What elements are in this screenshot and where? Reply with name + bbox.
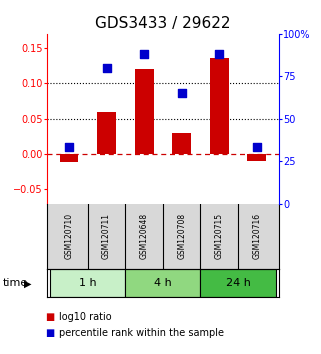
Bar [135, 69, 153, 154]
Bar [200, 269, 275, 297]
Bar [60, 154, 78, 162]
Text: log10 ratio: log10 ratio [59, 312, 112, 322]
Point [142, 51, 147, 57]
Bar [172, 133, 191, 154]
Text: time: time [3, 278, 29, 288]
Text: ■: ■ [45, 312, 54, 322]
Text: GSM120716: GSM120716 [252, 213, 261, 259]
Text: 1 h: 1 h [79, 278, 97, 288]
Point [179, 90, 184, 96]
Bar [210, 58, 229, 154]
Text: GSM120711: GSM120711 [102, 213, 111, 259]
Bar [247, 154, 266, 161]
Text: ■: ■ [45, 329, 54, 338]
Point [66, 145, 72, 150]
Text: 24 h: 24 h [226, 278, 250, 288]
Bar [50, 269, 126, 297]
Title: GDS3433 / 29622: GDS3433 / 29622 [95, 16, 231, 31]
Point [254, 145, 259, 150]
Text: 4 h: 4 h [154, 278, 172, 288]
Text: GSM120710: GSM120710 [65, 213, 74, 259]
Text: ▶: ▶ [23, 279, 31, 289]
Text: GSM120708: GSM120708 [177, 213, 186, 259]
Text: percentile rank within the sample: percentile rank within the sample [59, 329, 224, 338]
Text: GSM120715: GSM120715 [215, 213, 224, 259]
Point [217, 51, 222, 57]
Point [104, 65, 109, 70]
Text: GSM120648: GSM120648 [140, 213, 149, 259]
Bar [126, 269, 200, 297]
Bar [97, 112, 116, 154]
